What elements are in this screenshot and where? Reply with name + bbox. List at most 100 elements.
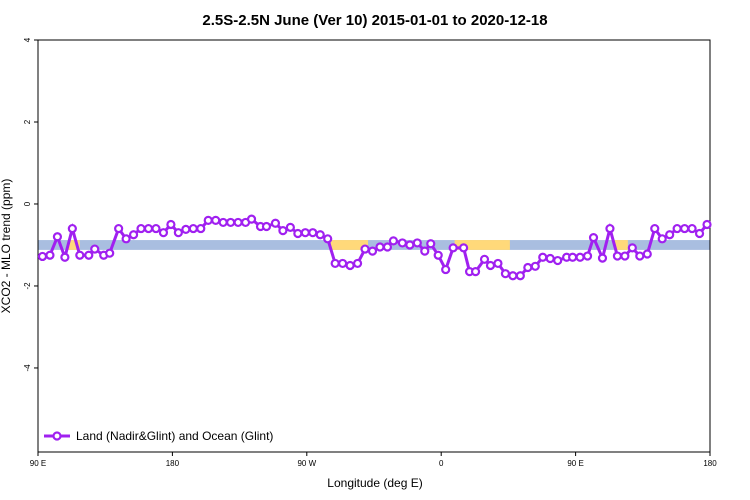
data-point xyxy=(308,228,318,238)
data-point xyxy=(448,243,458,253)
data-point xyxy=(338,258,348,269)
data-point xyxy=(226,217,236,228)
data-point xyxy=(285,222,295,232)
data-point xyxy=(352,258,363,269)
data-point xyxy=(665,230,675,240)
data-point xyxy=(330,258,340,269)
data-point xyxy=(612,251,623,261)
data-point xyxy=(52,232,63,242)
data-point xyxy=(75,250,85,260)
chart-title: 2.5S-2.5N June (Ver 10) 2015-01-01 to 20… xyxy=(202,12,547,29)
data-point xyxy=(620,251,630,261)
data-point xyxy=(657,234,667,244)
data-point xyxy=(67,223,77,234)
data-point xyxy=(278,226,288,236)
band-segment xyxy=(614,240,628,250)
data-point xyxy=(420,246,430,256)
x-tick-label: 180 xyxy=(703,459,717,468)
band-segment xyxy=(454,240,510,250)
legend: Land (Nadir&Glint) and Ocean (Glint) xyxy=(44,429,273,443)
data-point xyxy=(158,228,169,238)
data-point xyxy=(37,251,48,262)
data-point xyxy=(642,249,652,259)
data-point xyxy=(412,238,422,248)
data-point xyxy=(493,258,503,269)
data-point xyxy=(553,255,563,266)
data-point xyxy=(84,250,94,260)
data-point xyxy=(360,244,370,254)
band xyxy=(38,240,710,250)
x-tick-label: 90 E xyxy=(30,459,46,468)
data-point xyxy=(143,223,154,234)
data-point xyxy=(479,254,490,264)
data-point xyxy=(459,243,469,253)
data-point xyxy=(627,243,637,253)
data-point xyxy=(538,252,548,262)
data-point xyxy=(121,234,131,244)
data-point xyxy=(694,228,705,239)
data-point xyxy=(181,224,191,234)
x-tick-label: 90 E xyxy=(567,459,583,468)
data-point xyxy=(105,248,115,258)
data-point xyxy=(545,253,555,264)
data-point xyxy=(45,250,55,260)
data-point xyxy=(60,252,70,262)
data-point xyxy=(218,217,228,228)
y-axis-label: XCO2 - MLO trend (ppm) xyxy=(0,179,13,314)
data-point xyxy=(687,223,697,234)
data-point xyxy=(114,223,124,234)
data-point xyxy=(605,223,615,234)
data-point xyxy=(530,261,540,271)
y-tick-label: 2 xyxy=(23,119,32,124)
data-point xyxy=(508,271,518,281)
data-point xyxy=(173,228,183,238)
data-point xyxy=(203,215,213,225)
data-point xyxy=(405,240,415,250)
plot-frame xyxy=(37,39,711,453)
x-axis-label: Longitude (deg E) xyxy=(327,476,422,490)
data-point xyxy=(500,269,511,279)
x-tick-label: 180 xyxy=(166,459,180,468)
data-point xyxy=(233,217,243,228)
data-point xyxy=(367,246,378,256)
data-point xyxy=(426,239,436,249)
data-point xyxy=(246,214,257,224)
data-point xyxy=(470,267,481,277)
data-point xyxy=(300,228,310,238)
band-segment xyxy=(330,240,369,250)
data-point xyxy=(90,244,100,254)
data-point xyxy=(211,215,221,225)
data-point xyxy=(515,271,525,281)
data-point xyxy=(680,223,690,234)
data-point xyxy=(136,223,146,234)
data-point xyxy=(575,252,585,262)
data-point xyxy=(433,250,443,260)
data-point xyxy=(166,219,176,230)
y-tick-label: -2 xyxy=(23,282,32,290)
data-point xyxy=(323,234,333,244)
data-point xyxy=(315,230,325,240)
data-point xyxy=(382,242,393,252)
legend-marker xyxy=(52,431,62,441)
data-point xyxy=(582,251,593,261)
data-point xyxy=(597,253,608,263)
data-point xyxy=(588,232,599,243)
x-tick-label: 90 W xyxy=(297,459,316,468)
y-tick-label: -4 xyxy=(23,364,32,372)
data-point xyxy=(151,223,161,234)
data-point xyxy=(196,223,206,234)
data-point xyxy=(128,230,139,240)
data-point xyxy=(441,264,451,275)
data-point xyxy=(568,252,578,262)
data-point xyxy=(270,218,281,228)
x-tick-label: 0 xyxy=(439,459,444,468)
data-point xyxy=(388,236,399,246)
data-point xyxy=(375,242,385,252)
legend-label: Land (Nadir&Glint) and Ocean (Glint) xyxy=(76,429,273,443)
data-point xyxy=(523,262,533,273)
data-point xyxy=(635,251,645,261)
data-point xyxy=(485,260,496,271)
data-point xyxy=(702,219,712,230)
data-point xyxy=(345,260,355,271)
